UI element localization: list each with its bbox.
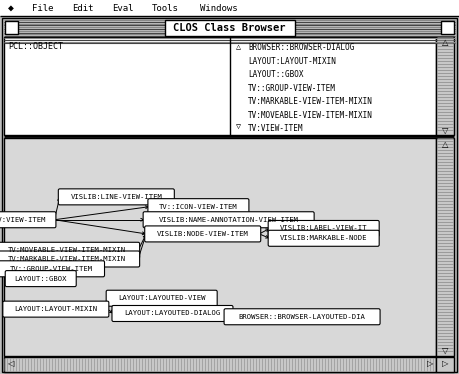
FancyBboxPatch shape xyxy=(3,301,109,317)
Bar xyxy=(5,21,18,34)
Text: TV::GROUP-VIEW-ITEM: TV::GROUP-VIEW-ITEM xyxy=(248,83,336,92)
Text: LAYOUT:LAYOUT-MIXIN: LAYOUT:LAYOUT-MIXIN xyxy=(14,306,97,312)
Bar xyxy=(436,138,454,356)
Text: LAYOUT::GBOX: LAYOUT::GBOX xyxy=(248,70,303,79)
Text: ▽: ▽ xyxy=(442,346,448,355)
Text: ▷: ▷ xyxy=(442,359,448,368)
Text: TV:MOVEABLE-VIEW-ITEM-MIXIN: TV:MOVEABLE-VIEW-ITEM-MIXIN xyxy=(8,247,126,253)
Text: PCL::OBJECT: PCL::OBJECT xyxy=(8,42,63,51)
Bar xyxy=(4,357,436,372)
FancyBboxPatch shape xyxy=(268,230,379,246)
Text: TV:VIEW-ITEM: TV:VIEW-ITEM xyxy=(0,217,47,223)
Text: BROWSER::BROWSER-DIALOG: BROWSER::BROWSER-DIALOG xyxy=(248,43,354,52)
Bar xyxy=(436,357,454,372)
Text: VISLIB:LINE-VIEW-ITEM: VISLIB:LINE-VIEW-ITEM xyxy=(70,194,162,200)
Text: △: △ xyxy=(442,140,448,148)
Text: △: △ xyxy=(442,37,448,46)
FancyBboxPatch shape xyxy=(5,271,76,286)
Text: LAYOUT:LAYOUTED-VIEW: LAYOUT:LAYOUTED-VIEW xyxy=(118,295,206,301)
Bar xyxy=(0,0,459,16)
Text: TV::GROUP-VIEW-ITEM: TV::GROUP-VIEW-ITEM xyxy=(10,266,93,272)
FancyBboxPatch shape xyxy=(145,226,261,242)
FancyBboxPatch shape xyxy=(0,261,105,277)
FancyBboxPatch shape xyxy=(112,306,233,322)
Text: Eval: Eval xyxy=(112,3,134,12)
Text: ▽: ▽ xyxy=(442,126,448,135)
Bar xyxy=(441,21,454,34)
Text: ◁: ◁ xyxy=(7,359,13,368)
FancyBboxPatch shape xyxy=(0,212,56,228)
Text: ◆: ◆ xyxy=(8,3,14,13)
Text: LAYOUT::GBOX: LAYOUT::GBOX xyxy=(15,276,67,282)
Text: TV:MARKABLE-VIEW-ITEM-MIXIN: TV:MARKABLE-VIEW-ITEM-MIXIN xyxy=(248,97,373,106)
Text: Windows: Windows xyxy=(200,3,238,12)
FancyBboxPatch shape xyxy=(268,220,379,236)
FancyBboxPatch shape xyxy=(224,309,380,325)
FancyBboxPatch shape xyxy=(0,251,140,267)
FancyBboxPatch shape xyxy=(0,242,140,258)
Text: TV:VIEW-ITEM: TV:VIEW-ITEM xyxy=(248,124,303,133)
Text: VISLIB:LABEL-VIEW-IT: VISLIB:LABEL-VIEW-IT xyxy=(280,226,368,232)
Text: CLOS Class Browser: CLOS Class Browser xyxy=(173,23,286,33)
FancyBboxPatch shape xyxy=(58,189,174,205)
Text: File: File xyxy=(32,3,54,12)
Text: ▷: ▷ xyxy=(427,359,433,368)
Text: TV::ICON-VIEW-ITEM: TV::ICON-VIEW-ITEM xyxy=(159,204,238,210)
Text: △: △ xyxy=(235,41,241,50)
Bar xyxy=(436,37,454,135)
Text: VISLIB:NODE-VIEW-ITEM: VISLIB:NODE-VIEW-ITEM xyxy=(157,231,249,237)
FancyBboxPatch shape xyxy=(148,199,249,215)
Text: VISLIB:NAME-ANNOTATION-VIEW-ITEM: VISLIB:NAME-ANNOTATION-VIEW-ITEM xyxy=(159,217,299,223)
FancyBboxPatch shape xyxy=(106,290,217,306)
Bar xyxy=(164,20,295,36)
Text: BROWSER::BROWSER-LAYOUTED-DIA: BROWSER::BROWSER-LAYOUTED-DIA xyxy=(239,314,365,320)
Text: Tools: Tools xyxy=(152,3,179,12)
Bar xyxy=(4,37,436,135)
Text: ▽: ▽ xyxy=(235,122,241,131)
FancyBboxPatch shape xyxy=(143,212,314,228)
Text: TV:MOVEABLE-VIEW-ITEM-MIXIN: TV:MOVEABLE-VIEW-ITEM-MIXIN xyxy=(248,110,373,120)
Text: LAYOUT:LAYOUT-MIXIN: LAYOUT:LAYOUT-MIXIN xyxy=(248,56,336,65)
Text: VISLIB:MARKABLE-NODE: VISLIB:MARKABLE-NODE xyxy=(280,235,368,241)
Text: LAYOUT:LAYOUTED-DIALOG: LAYOUT:LAYOUTED-DIALOG xyxy=(124,310,221,316)
Text: TV:MARKABLE-VIEW-ITEM-MIXIN: TV:MARKABLE-VIEW-ITEM-MIXIN xyxy=(8,256,126,262)
Text: Edit: Edit xyxy=(72,3,94,12)
Bar xyxy=(4,138,436,356)
